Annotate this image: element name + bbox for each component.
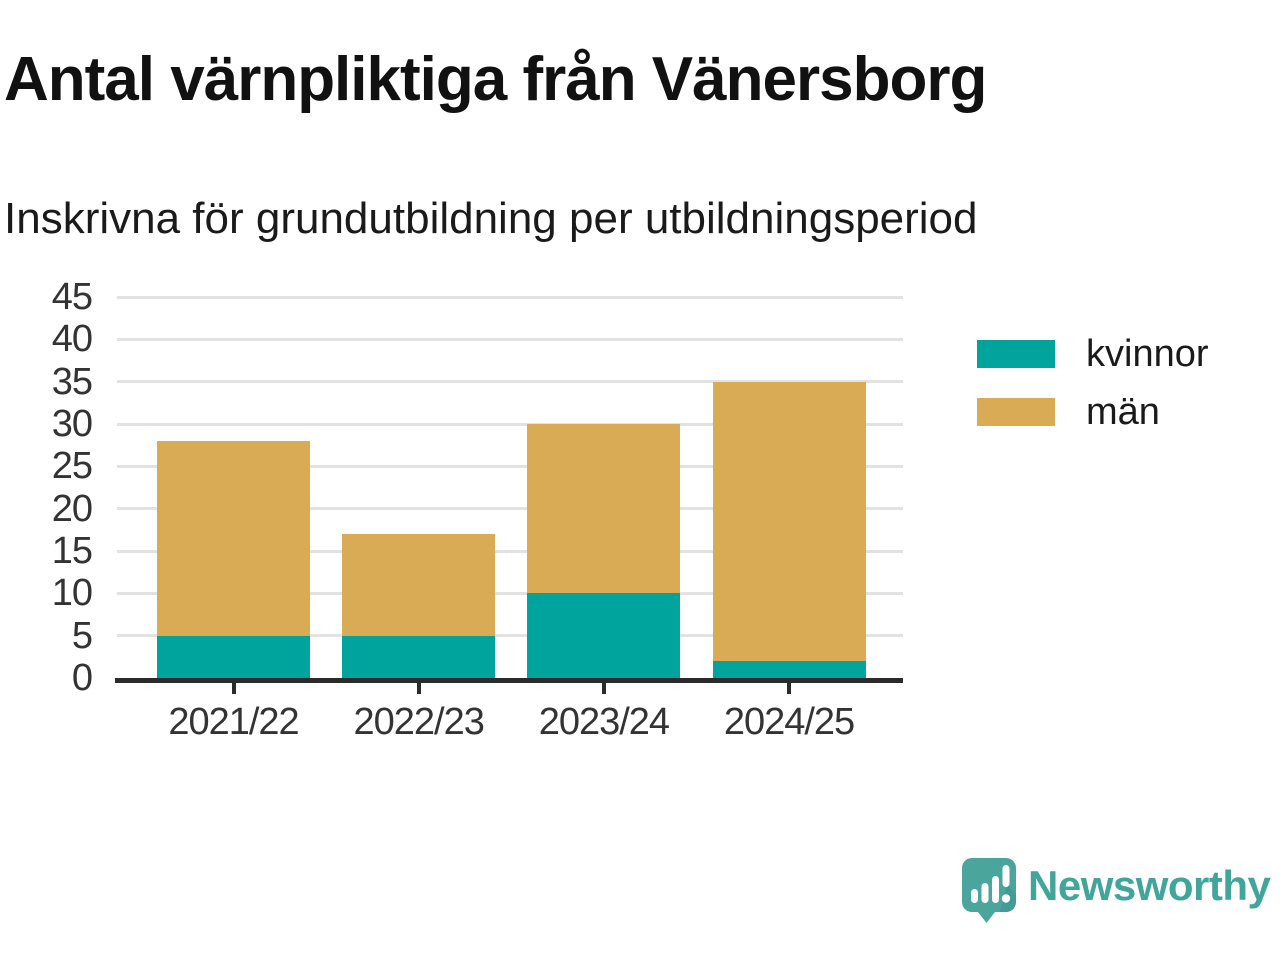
x-axis-label-2022/23: 2022/23 <box>353 701 485 743</box>
y-axis-label-35: 35 <box>51 360 93 403</box>
legend-swatch-män <box>977 398 1055 426</box>
gridline-10 <box>117 591 903 595</box>
y-axis-label-20: 20 <box>51 487 93 530</box>
y-axis-label-40: 40 <box>51 318 93 361</box>
x-axis-label-2024/25: 2024/25 <box>723 701 855 743</box>
chart-title: Antal värnpliktiga från Vänersborg <box>4 45 987 114</box>
bar-2022/23-kvinnor <box>342 635 496 678</box>
legend-label-kvinnor: kvinnor <box>1086 333 1209 375</box>
x-axis-tick-2024/25 <box>787 683 791 694</box>
gridline-40 <box>117 337 903 341</box>
legend-item-kvinnor: kvinnor <box>977 335 1209 373</box>
legend: kvinnor män <box>977 335 1209 451</box>
newsworthy-logo-icon <box>962 858 1016 924</box>
x-axis-tick-2022/23 <box>416 683 421 694</box>
newsworthy-wordmark: Newsworthy <box>1028 862 1271 909</box>
x-axis-label-2021/22: 2021/22 <box>168 701 299 743</box>
newsworthy-branding[interactable]: Newsworthy <box>962 858 1271 924</box>
x-axis-tick-2023/24 <box>601 683 606 694</box>
legend-label-män: män <box>1086 391 1160 433</box>
bar-2023/24-män <box>527 424 681 594</box>
y-axis-label-5: 5 <box>71 614 93 657</box>
gridline-15 <box>117 549 903 553</box>
y-axis-label-10: 10 <box>51 572 93 615</box>
legend-item-män: män <box>977 393 1209 431</box>
bar-2022/23-män <box>342 534 496 636</box>
x-axis-line <box>115 678 903 683</box>
gridline-45 <box>117 295 903 299</box>
y-axis-label-0: 0 <box>71 657 93 699</box>
bar-2021/22-män <box>157 440 310 636</box>
gridline-35 <box>117 380 903 384</box>
x-axis-tick-2021/22 <box>231 683 236 694</box>
y-axis-label-45: 45 <box>51 276 93 318</box>
legend-swatch-kvinnor <box>977 340 1055 368</box>
gridline-30 <box>117 422 903 426</box>
bar-2024/25-kvinnor <box>712 661 866 678</box>
x-axis-label-2023/24: 2023/24 <box>538 701 670 743</box>
bar-2021/22-kvinnor <box>157 635 310 678</box>
bar-2024/25-män <box>712 381 866 662</box>
y-axis-label-30: 30 <box>51 403 93 445</box>
y-axis-label-15: 15 <box>51 530 93 572</box>
chart-subtitle: Inskrivna för grundutbildning per utbild… <box>4 194 978 243</box>
gridline-20 <box>117 507 903 511</box>
gridline-25 <box>117 464 903 468</box>
y-axis-label-25: 25 <box>51 445 93 488</box>
gridline-5 <box>117 634 903 638</box>
bar-2023/24-kvinnor <box>527 593 681 678</box>
